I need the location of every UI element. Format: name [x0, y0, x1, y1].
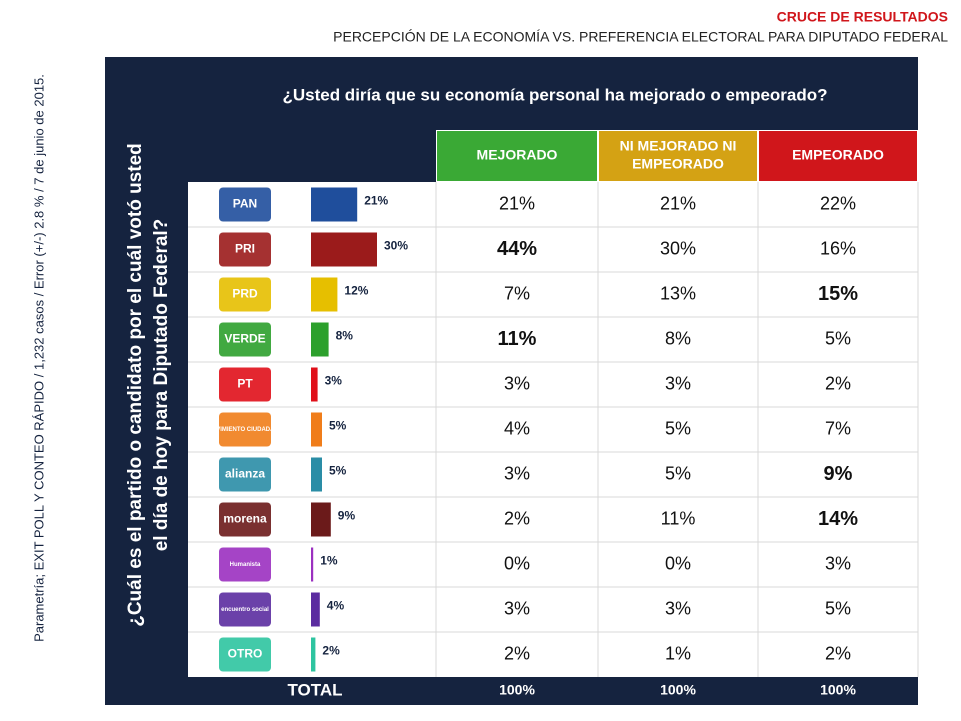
source-note: Parametría; EXIT POLL Y CONTEO RÁPIDO / …	[31, 74, 46, 642]
cell: 16%	[820, 238, 856, 258]
side-question: el día de hoy para Diputado Federal?	[151, 219, 172, 552]
title: CRUCE DE RESULTADOS	[777, 9, 948, 25]
vote-label: 5%	[329, 464, 347, 478]
vote-bar	[311, 457, 322, 492]
cell: 7%	[504, 283, 530, 303]
column-header	[437, 131, 597, 181]
vote-bar	[311, 367, 318, 402]
cell: 3%	[825, 553, 851, 573]
question: ¿Usted diría que su economía personal ha…	[282, 85, 827, 104]
vote-label: 3%	[325, 374, 343, 388]
vote-label: 8%	[336, 329, 354, 343]
vote-bar	[311, 232, 377, 267]
vote-label: 5%	[329, 419, 347, 433]
cell: 2%	[825, 643, 851, 663]
total-cell: 100%	[660, 682, 696, 698]
vote-label: 21%	[364, 194, 388, 208]
party-logo	[219, 277, 271, 312]
party-logo	[219, 232, 271, 267]
column-header-label: EMPEORADO	[632, 156, 724, 172]
vote-bar	[311, 637, 316, 672]
column-header-label: NI MEJORADO NI	[620, 138, 737, 154]
cell: 2%	[504, 508, 530, 528]
cell: 5%	[665, 463, 691, 483]
column-header-label: EMPEORADO	[792, 147, 884, 163]
cell: 3%	[665, 598, 691, 618]
vote-label: 30%	[384, 239, 408, 253]
vote-bar	[311, 592, 320, 627]
party-name: PRD	[232, 287, 258, 301]
cell: 13%	[660, 283, 696, 303]
cell: 11%	[661, 508, 696, 528]
subtitle: PERCEPCIÓN DE LA ECONOMÍA VS. PREFERENCI…	[333, 29, 948, 45]
party-logo	[219, 367, 271, 402]
cell: 15%	[818, 283, 858, 305]
cell: 3%	[504, 463, 530, 483]
party-logo	[219, 502, 271, 537]
party-name: Humanista	[230, 562, 261, 568]
cell: 0%	[665, 553, 691, 573]
cell: 5%	[825, 598, 851, 618]
vote-label: 12%	[344, 284, 368, 298]
cell: 11%	[498, 328, 537, 350]
column-header-label: MEJORADO	[477, 147, 558, 163]
side-question: ¿Cuál es el partido o candidato por el c…	[125, 143, 146, 627]
vote-bar	[311, 277, 338, 312]
party-logo	[219, 592, 271, 627]
cell: 44%	[497, 238, 537, 260]
vote-bar	[311, 412, 322, 447]
party-logo	[219, 322, 271, 357]
vote-bar	[311, 547, 314, 582]
party-logo	[219, 637, 271, 672]
cell: 0%	[504, 553, 530, 573]
party-logo	[219, 412, 271, 447]
vote-bar	[311, 187, 358, 222]
cell: 7%	[825, 418, 851, 438]
vote-bar	[311, 322, 329, 357]
vote-label: 9%	[338, 509, 356, 523]
cell: 30%	[660, 238, 696, 258]
table-body	[188, 182, 918, 677]
cell: 4%	[504, 418, 530, 438]
cell: 5%	[825, 328, 851, 348]
cell: 2%	[504, 643, 530, 663]
party-name: MOVIMIENTO CIUDADANO	[207, 427, 284, 433]
party-name: morena	[223, 512, 267, 526]
party-logo	[219, 457, 271, 492]
party-name: PAN	[233, 197, 257, 211]
vote-label: 1%	[320, 554, 338, 568]
cell: 3%	[504, 598, 530, 618]
column-header	[759, 131, 917, 181]
party-name: VERDE	[224, 332, 265, 346]
cell: 21%	[499, 193, 535, 213]
cell: 9%	[824, 463, 853, 485]
cell: 3%	[665, 373, 691, 393]
party-name: OTRO	[228, 647, 263, 661]
cell: 3%	[504, 373, 530, 393]
party-name: encuentro social	[221, 607, 269, 613]
party-logo	[219, 187, 271, 222]
total-label: TOTAL	[287, 680, 342, 699]
party-name: alianza	[225, 467, 265, 481]
vote-bar	[311, 502, 331, 537]
cell: 22%	[820, 193, 856, 213]
cell: 8%	[665, 328, 691, 348]
cell: 1%	[665, 643, 691, 663]
total-cell: 100%	[820, 682, 856, 698]
total-cell: 100%	[499, 682, 535, 698]
column-header	[599, 131, 757, 181]
vote-label: 2%	[322, 644, 340, 658]
party-name: PRI	[235, 242, 255, 256]
cell: 14%	[818, 508, 858, 530]
party-logo	[219, 547, 271, 582]
cell: 21%	[660, 193, 696, 213]
cell: 5%	[665, 418, 691, 438]
cell: 2%	[825, 373, 851, 393]
party-name: PT	[237, 377, 253, 391]
vote-label: 4%	[327, 599, 345, 613]
